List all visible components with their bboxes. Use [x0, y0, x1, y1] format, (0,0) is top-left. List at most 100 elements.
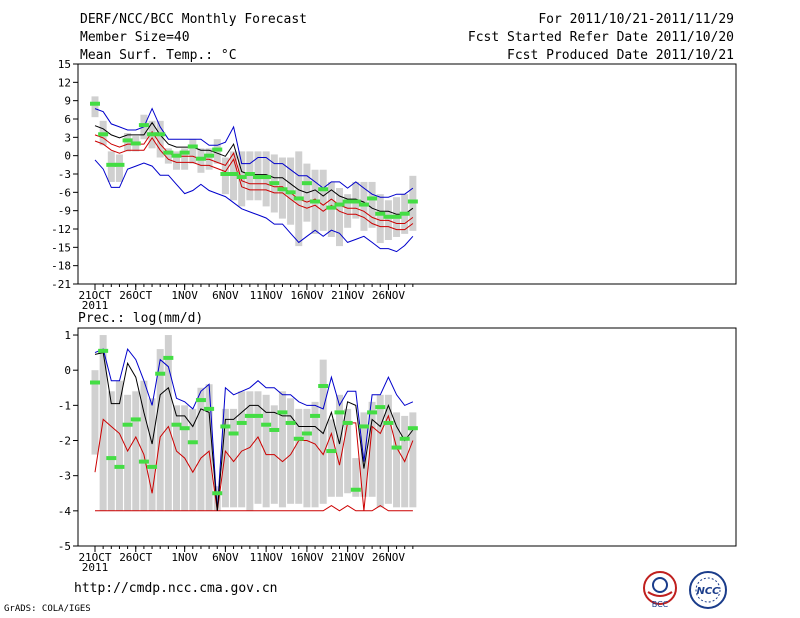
- prec-x-tick-label: 1NOV: [171, 551, 198, 564]
- bcc-logo-text: BCC: [652, 600, 669, 608]
- prec-range-box: [197, 387, 205, 511]
- prec-observed-marker: [195, 398, 206, 403]
- prec-range-box: [230, 408, 238, 508]
- prec-observed-marker: [147, 464, 158, 469]
- prec-y-tick-label: -2: [58, 435, 71, 448]
- prec-panel: Prec.: log(mm/d) 1 0 -1 -2 -3 -4 -5 21OCT 26OCT 1N…: [58, 311, 737, 574]
- prec-range-box: [409, 412, 417, 508]
- temp-observed-marker: [253, 175, 263, 180]
- prec-ensemble-median-line: [94, 351, 414, 511]
- prec-observed-marker: [155, 371, 166, 376]
- prec-range-box: [91, 370, 99, 455]
- prec-range-box: [107, 391, 115, 511]
- temp-y-tick-label: 9: [64, 95, 71, 108]
- temp-observed-marker: [367, 196, 378, 201]
- temp-observed-marker: [277, 187, 288, 192]
- temp-y-tick-label: 15: [58, 58, 71, 71]
- temp-plot-frame: [77, 63, 737, 285]
- forecast-produced-date: Fcst Produced Date 2011/10/21: [507, 48, 734, 63]
- prec-range-box: [164, 335, 172, 511]
- prec-range-box: [278, 391, 286, 508]
- prec-range-box: [156, 349, 164, 511]
- prec-observed-marker: [367, 410, 378, 415]
- temp-observed-marker: [187, 144, 198, 149]
- prec-observed-marker: [269, 427, 280, 432]
- prec-y-tick-label: -1: [58, 399, 71, 412]
- prec-range-box: [213, 486, 221, 511]
- prec-range-box: [344, 408, 352, 494]
- prec-x-tick-label: 21NOV: [331, 551, 364, 564]
- prec-observed-marker: [236, 420, 247, 425]
- temp-observed-marker: [147, 132, 158, 137]
- prec-observed-marker: [383, 420, 394, 425]
- temp-range-box: [376, 194, 384, 244]
- temp-observed-marker: [138, 123, 149, 128]
- temp-upper-quartile-line: [94, 130, 414, 224]
- prec-observed-marker: [318, 384, 329, 389]
- temp-y-tick-label: -6: [58, 186, 71, 199]
- temp-observed-marker: [244, 172, 255, 176]
- prec-range-box: [384, 394, 392, 504]
- prec-x-tick-label: 11NOV: [250, 551, 283, 564]
- temp-observed-marker: [391, 214, 402, 219]
- prec-observed-marker: [98, 348, 109, 353]
- temp-x-tick-label: 21OCT: [78, 289, 111, 302]
- prec-observed-marker: [350, 487, 361, 492]
- prec-observed-marker: [122, 422, 133, 427]
- temp-observed-marker: [326, 205, 337, 210]
- temp-range-box: [91, 96, 99, 118]
- prec-observed-marker: [114, 464, 125, 469]
- temp-observed-marker: [212, 147, 223, 152]
- temp-observed-marker: [269, 181, 280, 186]
- prec-range-box: [352, 458, 360, 497]
- prec-observed-marker: [90, 380, 100, 385]
- temp-observed-marker: [383, 214, 394, 219]
- source-url[interactable]: http://cmdp.ncc.cma.gov.cn: [74, 581, 278, 596]
- prec-observed-marker: [375, 405, 386, 410]
- forecast-started-date: Fcst Started Refer Date 2011/10/20: [467, 30, 734, 45]
- temp-range-box: [189, 139, 197, 164]
- prec-range-box: [246, 391, 254, 511]
- prec-observed-marker: [407, 426, 418, 431]
- prec-range-box: [295, 408, 303, 504]
- temp-x-tick-label: 26NOV: [372, 289, 405, 302]
- temp-x-tick-label: 6NOV: [212, 289, 239, 302]
- prec-observed-marker: [220, 424, 231, 429]
- prec-x-tick-label: 26NOV: [372, 551, 405, 564]
- prec-range-box: [140, 380, 148, 511]
- prec-range-box: [124, 394, 132, 511]
- temp-y-tick-label: 6: [64, 113, 71, 126]
- temp-range-box: [181, 148, 189, 170]
- prec-range-box: [303, 408, 311, 508]
- prec-trace-low-line: [95, 505, 413, 512]
- temp-observed-marker: [90, 101, 100, 106]
- prec-observed-marker: [204, 406, 215, 411]
- prec-observed-marker: [212, 491, 223, 496]
- temp-range-box: [344, 194, 352, 228]
- prec-y-tick-label: 1: [64, 329, 71, 342]
- temp-y-tick-label: -9: [58, 205, 71, 218]
- bcc-logo: BCC: [643, 571, 677, 608]
- temp-y-tick-label: -21: [51, 278, 71, 291]
- temp-observed-marker: [179, 150, 190, 155]
- temp-y-tick-label: 3: [64, 131, 71, 144]
- prec-range-box: [360, 412, 368, 497]
- prec-observed-marker: [187, 440, 198, 445]
- temp-range-box: [336, 188, 343, 247]
- ncc-logo-text: NCC: [696, 586, 720, 597]
- prec-observed-marker: [342, 420, 353, 425]
- prec-range-box: [221, 408, 229, 508]
- prec-range-box: [376, 394, 384, 508]
- temp-lower-quartile-line: [94, 136, 414, 231]
- temp-observed-marker: [220, 172, 231, 176]
- prec-y-tick-label: -5: [58, 540, 71, 553]
- temp-observed-marker: [171, 153, 182, 158]
- prec-range-box: [336, 394, 343, 497]
- temp-observed-marker: [130, 141, 141, 146]
- prec-ensemble-min-line: [94, 414, 414, 511]
- temp-y-tick-label: -12: [51, 223, 71, 236]
- prec-range-box: [311, 401, 319, 508]
- prec-observed-marker: [334, 410, 345, 415]
- temp-range-box: [368, 181, 376, 228]
- prec-observed-marker: [285, 420, 296, 425]
